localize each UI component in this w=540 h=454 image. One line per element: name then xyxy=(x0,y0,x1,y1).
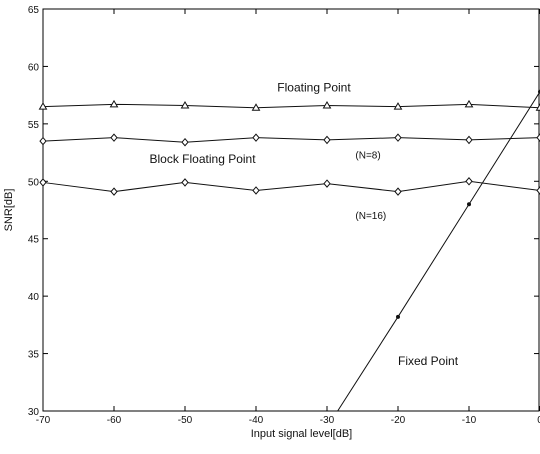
series-0-point-6 xyxy=(464,99,474,108)
series-0-point-7 xyxy=(535,103,540,111)
y-tick-label-0: 30 xyxy=(28,407,40,418)
series-1-point-4 xyxy=(323,135,331,145)
y-tick-label-7: 65 xyxy=(28,5,40,16)
series-2-point-7 xyxy=(536,186,540,195)
y-tick-label-3: 45 xyxy=(28,235,40,246)
annotation-3: (N=16) xyxy=(355,211,386,222)
series-0-point-2 xyxy=(180,100,190,109)
series-1-point-1 xyxy=(110,133,118,142)
series-group xyxy=(38,89,540,412)
annotation-2: Block Floating Point xyxy=(150,152,257,166)
x-tick-label-6: -10 xyxy=(462,415,477,426)
series-line-3 xyxy=(337,91,540,412)
x-tick-label-0: -70 xyxy=(36,415,51,426)
x-axis-title: Input signal level[dB] xyxy=(251,428,353,440)
y-tick-label-4: 50 xyxy=(28,177,40,188)
y-tick-label-2: 40 xyxy=(28,292,40,303)
annotations-group: Floating Point (N=8) Block Floating Point (… xyxy=(150,81,459,368)
x-tick-label-3: -40 xyxy=(249,415,264,426)
series-2-point-1 xyxy=(110,187,118,196)
series-3-point-1 xyxy=(396,314,400,319)
series-0-point-3 xyxy=(251,103,261,111)
series-1-point-0 xyxy=(39,136,47,146)
x-tick-label-5: -20 xyxy=(391,415,406,426)
series-3-point-2 xyxy=(467,202,471,207)
annotation-1: (N=8) xyxy=(355,150,380,161)
series-1-point-3 xyxy=(252,133,260,142)
y-tick-label-5: 55 xyxy=(28,120,40,131)
series-1-point-6 xyxy=(465,135,473,145)
series-1-point-2 xyxy=(181,137,189,147)
series-2-point-6 xyxy=(465,177,473,186)
annotation-0: Floating Point xyxy=(277,81,351,95)
plot-frame xyxy=(42,8,540,412)
series-2-point-4 xyxy=(323,179,331,188)
annotation-4: Fixed Point xyxy=(398,354,459,368)
y-axis-title: SNR[dB] xyxy=(3,189,15,232)
x-tick-label-7: 0 xyxy=(537,415,540,426)
x-tick-label-1: -60 xyxy=(107,415,122,426)
series-2 xyxy=(39,177,540,196)
series-2-point-2 xyxy=(181,178,189,187)
series-0-point-0 xyxy=(38,102,48,110)
axis-ticks: -70 -60 -50 -40 -30 -20 -10 0 30 35 40 45 50 55 60 65 xyxy=(28,5,540,426)
series-0 xyxy=(38,99,540,111)
series-line-2 xyxy=(42,180,540,193)
series-0-point-5 xyxy=(393,102,403,110)
series-0-point-4 xyxy=(322,100,332,109)
series-line-1 xyxy=(42,137,540,143)
series-2-point-5 xyxy=(394,187,402,196)
series-2-point-3 xyxy=(252,186,260,195)
series-0-point-1 xyxy=(109,99,119,108)
x-tick-label-2: -50 xyxy=(178,415,193,426)
series-2-point-0 xyxy=(39,178,47,187)
series-1-point-7 xyxy=(536,133,540,142)
series-1 xyxy=(39,133,540,147)
x-tick-label-4: -30 xyxy=(320,415,335,426)
series-line-0 xyxy=(42,103,540,109)
y-tick-label-1: 35 xyxy=(28,350,40,361)
y-tick-label-6: 60 xyxy=(28,62,40,73)
series-1-point-5 xyxy=(394,133,402,142)
